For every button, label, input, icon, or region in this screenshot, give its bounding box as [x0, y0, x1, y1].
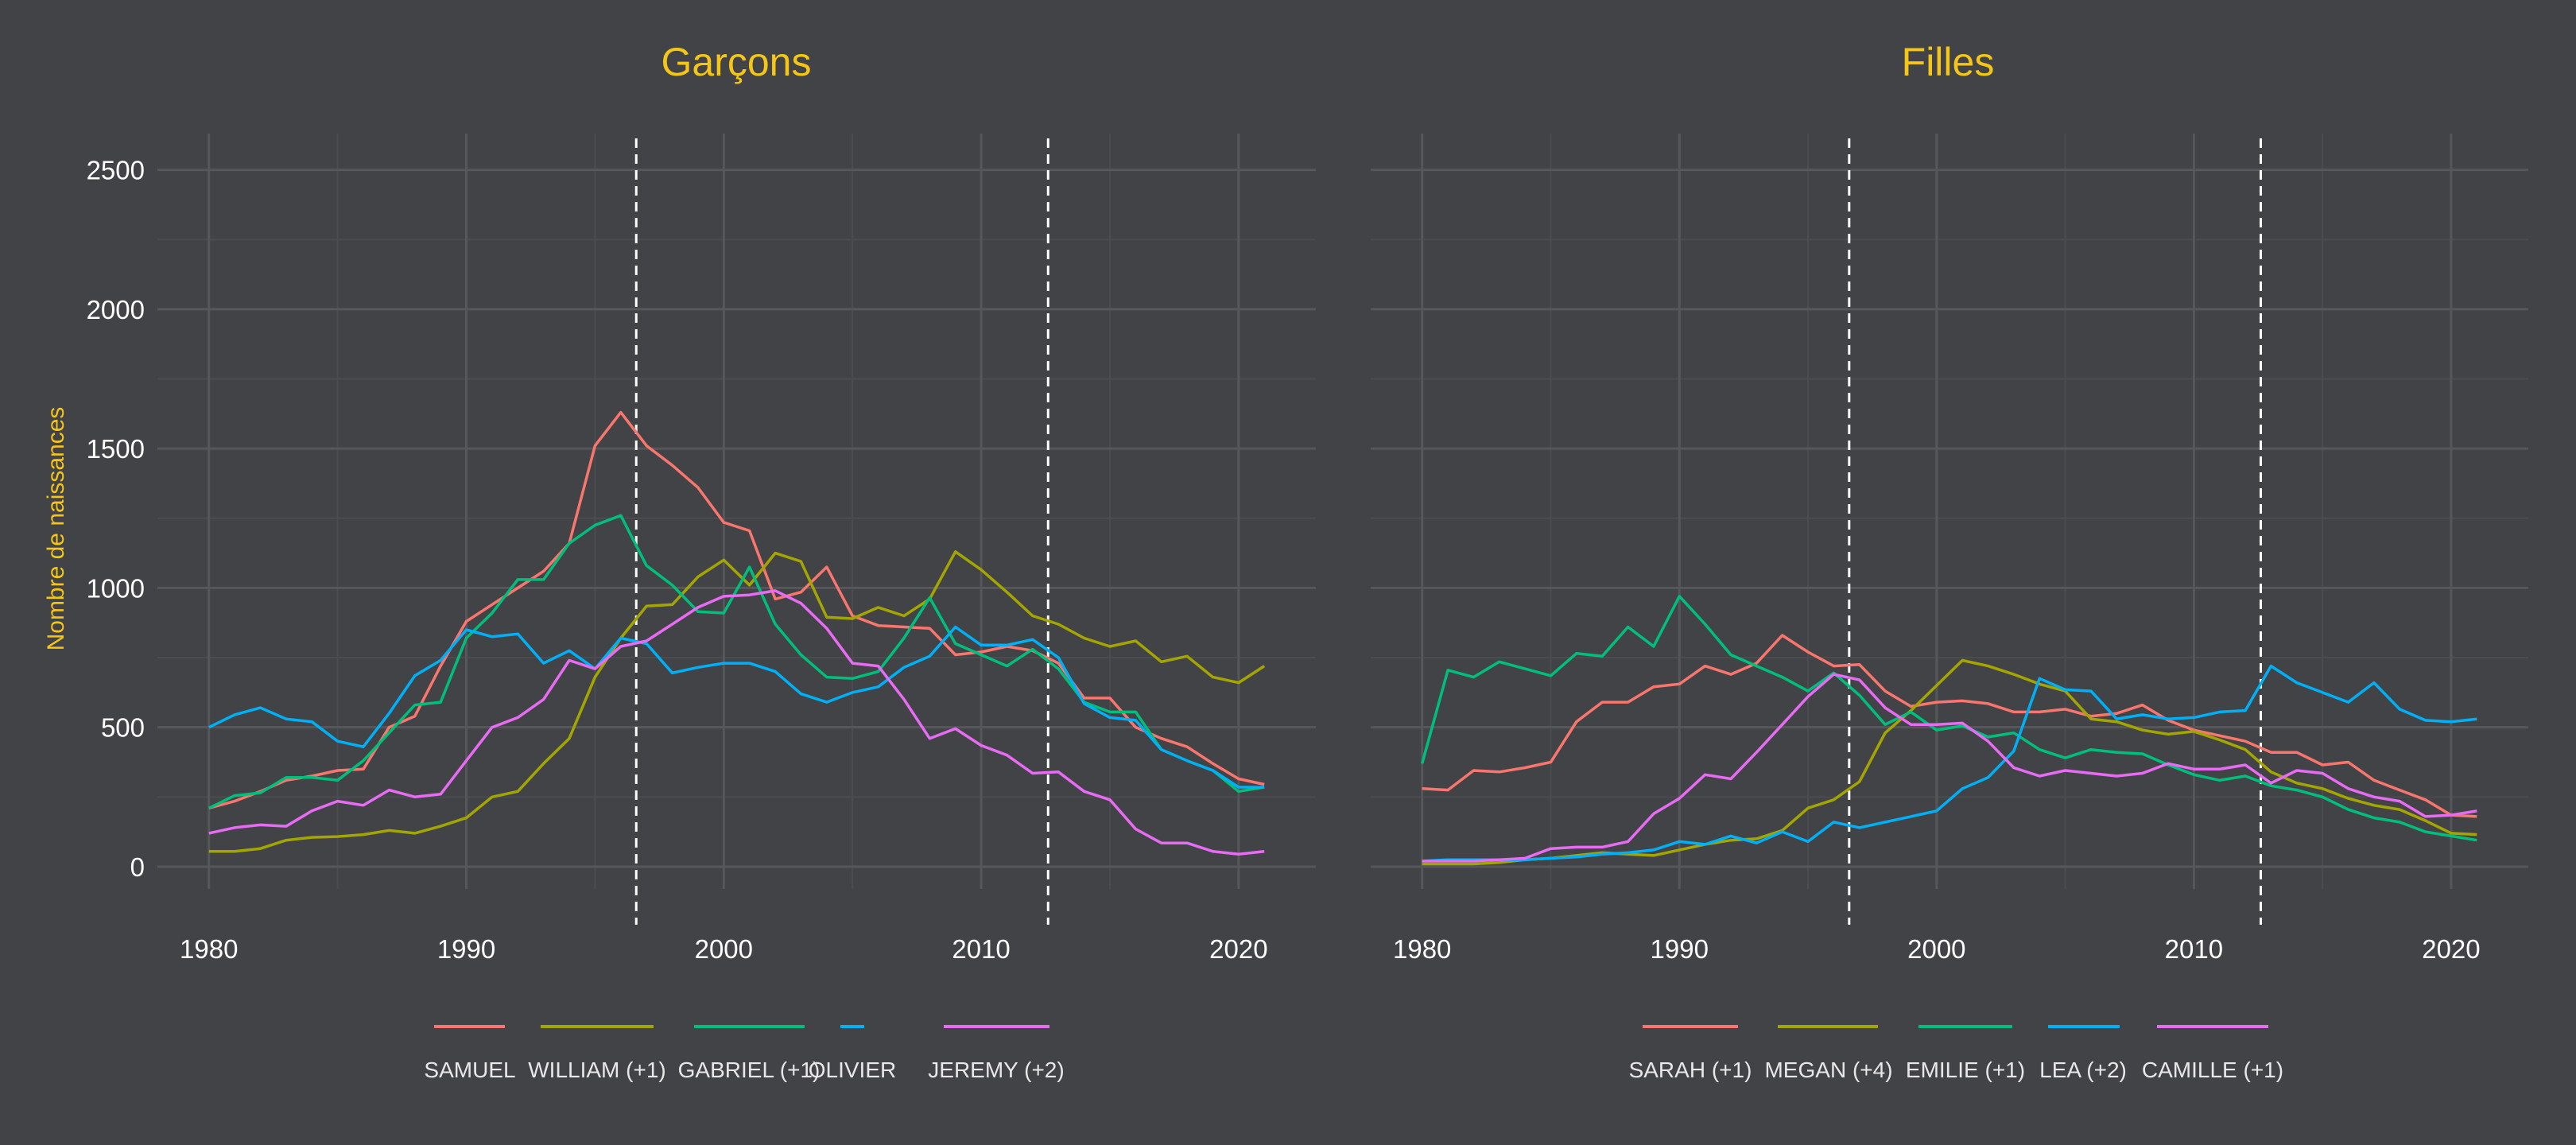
legend-label: GABRIEL (+1)	[678, 1058, 821, 1082]
legend-label: SAMUEL	[424, 1058, 515, 1082]
series-line-jeremy-2	[208, 589, 1265, 856]
panel-title: Garçons	[661, 40, 812, 84]
legend-label: JEREMY (+2)	[928, 1058, 1064, 1082]
panel-title: Filles	[1902, 40, 1995, 84]
y-tick-label: 1000	[87, 573, 145, 603]
series-line-lea-2	[1422, 664, 2477, 863]
legend-label: WILLIAM (+1)	[528, 1058, 665, 1082]
series-line-emilie-1	[1421, 595, 2477, 842]
x-tick-label: 1980	[1393, 934, 1451, 964]
panel-garcons: Garçons 0 500 1000 1500 2000 2500 1980 1990 2000 2…	[87, 40, 1316, 1082]
series-line-camille-1	[1422, 673, 2477, 863]
series-line-william-1	[208, 550, 1266, 853]
legend-label: LEA (+2)	[2039, 1058, 2127, 1082]
series-line-gabriel-1	[208, 514, 1265, 809]
x-tick-label: 2010	[2165, 934, 2223, 964]
legend-label: OLIVIER	[809, 1058, 896, 1082]
x-tick-label: 1990	[437, 934, 495, 964]
x-tick-label: 1990	[1651, 934, 1709, 964]
x-tick-label: 2000	[1907, 934, 1965, 964]
y-tick-label: 500	[101, 713, 145, 743]
y-tick-label: 1500	[87, 434, 145, 464]
x-tick-label: 2000	[695, 934, 753, 964]
y-axis-label: Nombre de naissances	[43, 407, 69, 651]
y-tick-label: 0	[130, 852, 145, 882]
legend-label: EMILIE (+1)	[1906, 1058, 2025, 1082]
series-line-sarah-1	[1422, 634, 2477, 818]
x-tick-label: 2010	[952, 934, 1010, 964]
series-line-samuel	[208, 410, 1265, 809]
legend-label: SARAH (+1)	[1629, 1058, 1752, 1082]
y-tick-label: 2000	[87, 295, 145, 324]
series-line-megan-4	[1422, 658, 2477, 866]
panel-filles: Filles 1980 1990 2000 2010 2020 SARAH (+1) MEGA…	[1371, 40, 2528, 1082]
series-line-olivier	[208, 625, 1265, 789]
x-tick-label: 2020	[1209, 934, 1267, 964]
x-tick-label: 2020	[2422, 934, 2480, 964]
x-tick-label: 1980	[180, 934, 238, 964]
y-tick-label: 2500	[87, 156, 145, 185]
legend-label: CAMILLE (+1)	[2142, 1058, 2283, 1082]
legend-label: MEGAN (+4)	[1764, 1058, 1892, 1082]
